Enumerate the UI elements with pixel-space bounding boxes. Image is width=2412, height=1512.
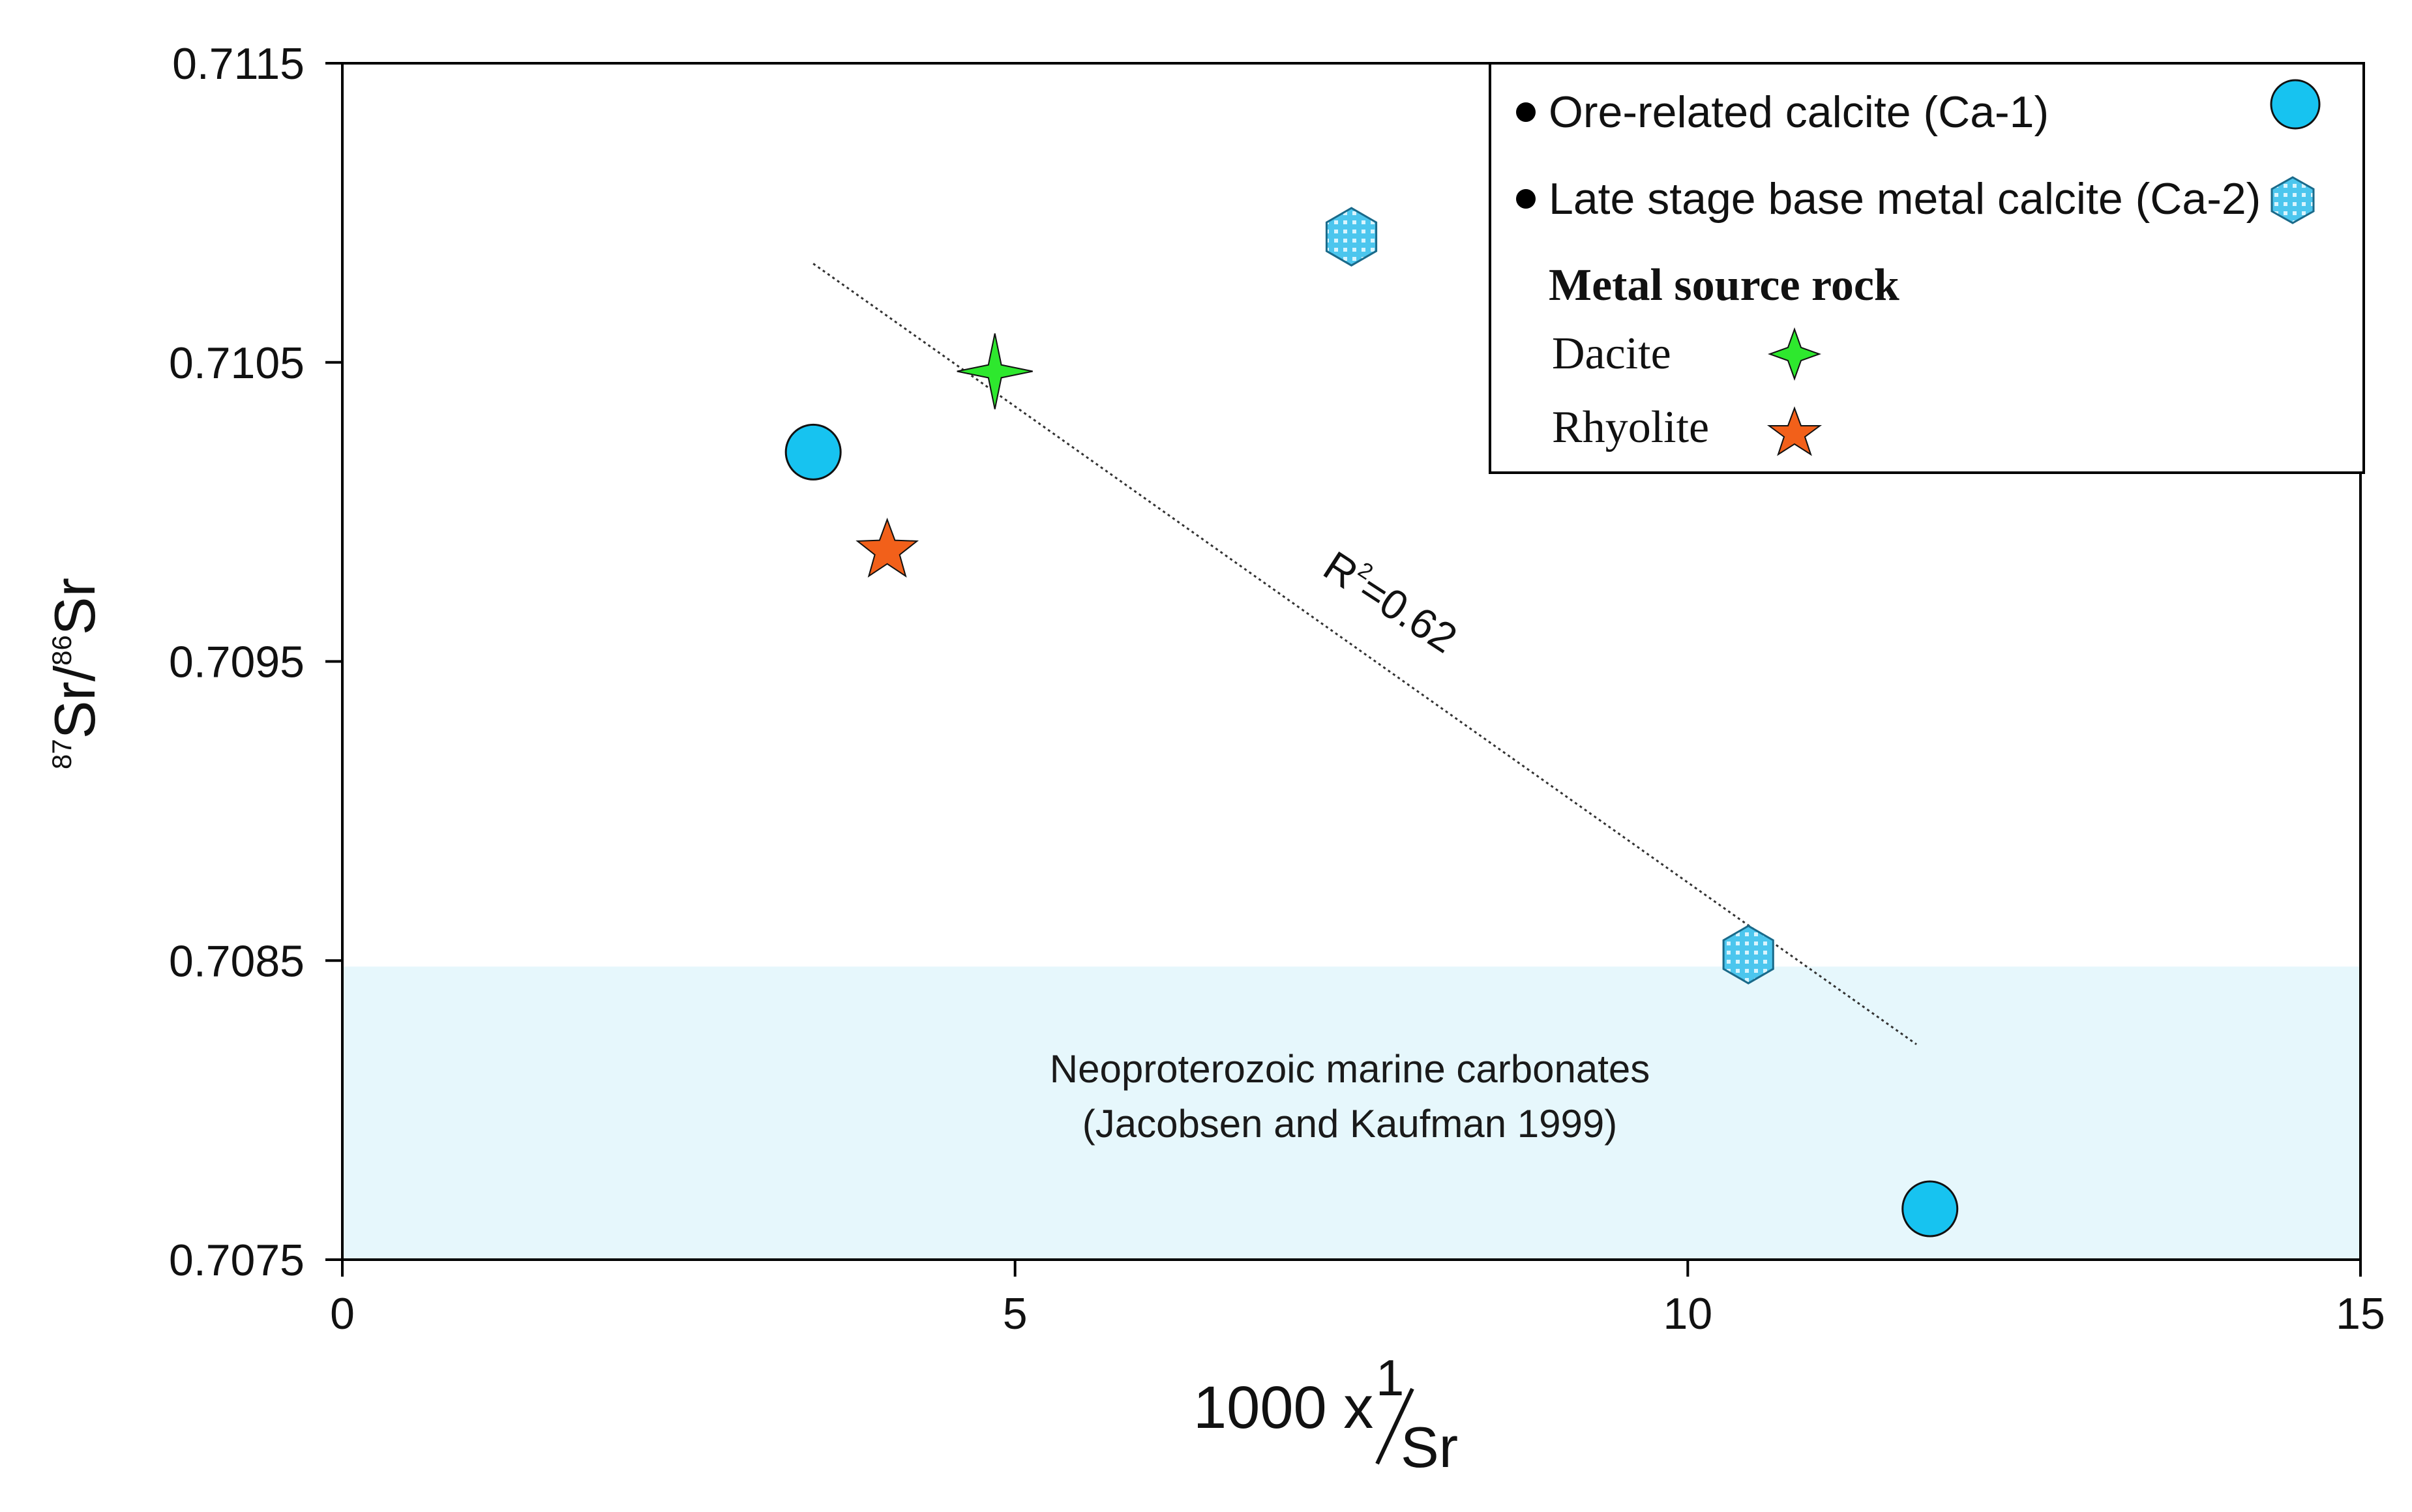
y-axis-label: 87Sr/86Sr <box>42 578 107 769</box>
legend-label-dacite: Dacite <box>1552 329 1671 379</box>
legend-marker-rhyolite <box>1766 406 1823 456</box>
legend-label-rhyolite: Rhyolite <box>1552 402 1709 452</box>
trend-r2-rest: =0.62 <box>1351 565 1465 662</box>
point-star4 <box>957 333 1033 409</box>
legend-bullet-ca1 <box>1516 102 1536 122</box>
legend-label-ca1: Ore-related calcite (Ca-1) <box>1549 87 2049 137</box>
legend-marker-ca2 <box>2271 176 2315 224</box>
point-hexagon <box>1722 925 1774 985</box>
x-axis-ticks: 0 5 10 15 <box>330 1260 2385 1339</box>
y-label-sr-2: Sr <box>42 578 107 635</box>
x-axis-label-prefix: 1000 x <box>1193 1374 1373 1441</box>
y-axis-ticks: 0.7075 0.7085 0.7095 0.7105 0.7115 <box>169 39 342 1285</box>
legend-box <box>1489 62 2365 474</box>
y-tick-label: 0.7105 <box>169 338 305 388</box>
y-tick-label: 0.7095 <box>169 638 305 687</box>
y-label-sup-87: 87 <box>46 739 77 769</box>
carbonate-band <box>342 966 2360 1260</box>
band-label-line1: Neoproterozoic marine carbonates <box>1050 1047 1650 1091</box>
legend-marker-dacite <box>1768 327 1821 381</box>
legend: Ore-related calcite (Ca-1) Late stage ba… <box>1489 62 2365 474</box>
x-axis-label-slash <box>1375 1387 1414 1465</box>
x-tick-label: 10 <box>1663 1289 1713 1339</box>
y-tick-label: 0.7075 <box>169 1236 305 1285</box>
legend-label-ca2: Late stage base metal calcite (Ca-2) <box>1549 174 2261 224</box>
y-label-sup-86: 86 <box>46 635 77 666</box>
point-circle <box>1901 1180 1959 1238</box>
x-axis-label-denominator: Sr <box>1401 1415 1458 1479</box>
point-hexagon <box>1325 207 1378 267</box>
x-axis-label-numerator: 1 <box>1376 1349 1404 1406</box>
legend-marker-ca1 <box>2270 79 2321 130</box>
y-tick-label: 0.7115 <box>172 39 305 89</box>
x-tick-label: 0 <box>330 1289 355 1339</box>
legend-bullet-ca2 <box>1516 189 1536 209</box>
data-markers <box>784 207 1959 1238</box>
point-circle <box>784 423 842 481</box>
point-star5 <box>856 517 919 578</box>
legend-heading: Metal source rock <box>1549 260 1899 310</box>
y-tick-label: 0.7085 <box>169 936 305 986</box>
trend-r2-label: R2=0.62 <box>1315 541 1466 662</box>
band-label-line2: (Jacobsen and Kaufman 1999) <box>1082 1102 1618 1146</box>
x-tick-label: 15 <box>2336 1289 2385 1339</box>
x-tick-label: 5 <box>1003 1289 1028 1339</box>
y-label-sr-1: Sr/ <box>42 665 107 739</box>
